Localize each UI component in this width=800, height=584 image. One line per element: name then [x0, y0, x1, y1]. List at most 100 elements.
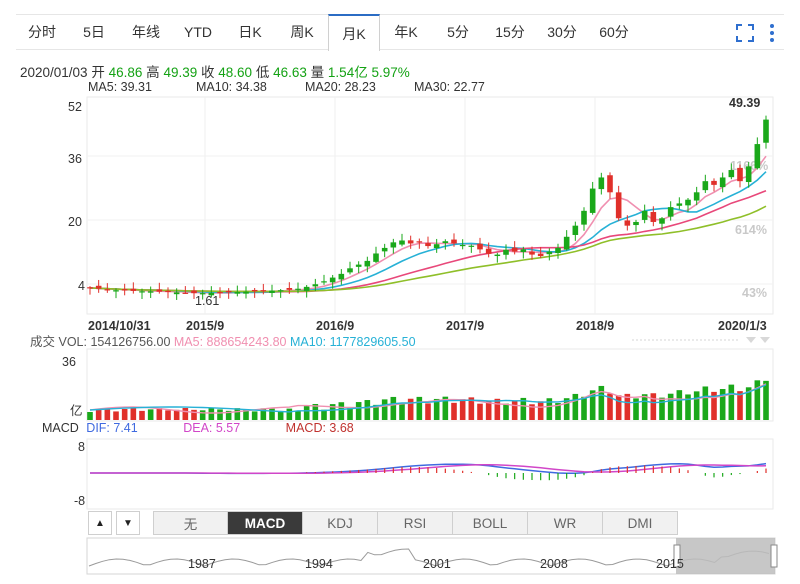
candle-body	[563, 236, 570, 250]
navigator-handle-left[interactable]	[673, 544, 681, 568]
volume-bar	[407, 398, 414, 420]
candle-body	[87, 287, 93, 289]
volume-bar	[364, 400, 371, 420]
volume-bar	[251, 411, 258, 420]
candle-body	[633, 221, 639, 226]
volume-bar	[113, 411, 119, 420]
volume-bar	[295, 411, 301, 420]
scroll-up-button[interactable]: ▲	[88, 511, 112, 535]
navigator[interactable]	[86, 537, 776, 575]
candle-body	[555, 247, 561, 254]
volume-legend: 成交 VOL: 154126756.00 MA5: 888654243.80 M…	[30, 331, 416, 350]
macd-title: MACD	[42, 421, 79, 435]
volume-bar	[139, 410, 145, 420]
candle-body	[503, 249, 509, 255]
macd-axis-bottom: -8	[74, 494, 85, 508]
volume-bar	[667, 393, 674, 420]
candle-body	[95, 285, 102, 289]
volume-bar	[87, 412, 93, 420]
candle-body	[719, 177, 726, 188]
volume-bar	[494, 398, 501, 420]
candle-body	[364, 260, 371, 267]
candle-body	[650, 211, 657, 222]
indicator-tab[interactable]: KDJ	[303, 511, 378, 535]
tab-period[interactable]: 年K	[394, 24, 418, 40]
high-label: 高	[146, 65, 160, 80]
candle-body	[399, 240, 405, 245]
volume-bar	[546, 398, 553, 420]
navigator-year: 2008	[540, 557, 568, 571]
scroll-down-button[interactable]: ▼	[116, 511, 140, 535]
indicator-tab[interactable]: RSI	[378, 511, 453, 535]
volume-bar	[589, 390, 596, 420]
open-value: 46.86	[108, 65, 143, 80]
candle-body	[711, 180, 717, 185]
candle-body	[667, 207, 674, 217]
volume-bar	[347, 407, 353, 420]
navigator-window[interactable]	[676, 538, 775, 574]
candle-body	[217, 291, 223, 294]
indicator-tab[interactable]: DMI	[603, 511, 678, 535]
tab-period[interactable]: 5日	[83, 24, 105, 40]
tab-period[interactable]: 30分	[547, 24, 577, 40]
navigator-year: 2015	[656, 557, 684, 571]
volume-bar	[598, 385, 605, 420]
collapse-arrow-icon[interactable]	[760, 337, 770, 343]
candle-body	[373, 253, 379, 262]
volume-bar	[555, 403, 561, 420]
volume-bar	[425, 403, 431, 420]
low-label: 低	[255, 65, 270, 80]
navigator-handle-right[interactable]	[770, 544, 778, 568]
volume-bar	[537, 401, 544, 420]
last-price-label: 49.39	[729, 96, 760, 110]
tab-period[interactable]: 5分	[447, 24, 469, 40]
candle-body	[728, 170, 735, 178]
ma-line	[89, 155, 767, 294]
candle-body	[763, 119, 769, 143]
more-vertical-icon[interactable]	[770, 24, 774, 42]
ma30-legend: MA30: 22.77	[414, 80, 485, 94]
ma5-legend: MA5: 39.31	[88, 80, 152, 94]
candle-body	[589, 188, 596, 213]
candle-body	[529, 251, 535, 255]
indicator-tab[interactable]: MACD	[228, 511, 303, 535]
volume-bar	[451, 402, 457, 420]
tab-period[interactable]: 日K	[238, 24, 262, 40]
candle-body	[312, 284, 319, 287]
candle-body	[494, 254, 501, 257]
high-value: 49.39	[163, 65, 198, 80]
volume-bar	[381, 399, 388, 420]
candle-body	[260, 290, 267, 292]
volume-value: VOL: 154126756.00	[58, 335, 171, 349]
tab-period[interactable]: 年线	[132, 24, 160, 40]
volume-bar	[312, 403, 319, 420]
low-value: 46.63	[273, 65, 307, 80]
tab-period[interactable]: 月K	[328, 14, 380, 51]
tab-period[interactable]: 分时	[28, 24, 56, 40]
indicator-tab[interactable]: BOLL	[453, 511, 528, 535]
chart-tools	[736, 15, 774, 51]
fullscreen-icon[interactable]	[736, 24, 754, 42]
candle-body	[407, 240, 414, 244]
volume-bar	[225, 410, 232, 420]
volume-bar	[373, 404, 379, 420]
tab-period[interactable]: 15分	[495, 24, 525, 40]
indicator-tab[interactable]: WR	[528, 511, 603, 535]
tab-period[interactable]: 周K	[290, 24, 314, 40]
tab-period[interactable]: YTD	[184, 24, 212, 40]
macd-dif: DIF: 7.41	[86, 421, 138, 435]
price-axis-label: 4	[78, 279, 85, 293]
volume-bar	[269, 408, 275, 420]
change-pct: 5.97%	[371, 65, 410, 80]
pct-label: 614%	[735, 223, 767, 237]
indicator-tabs: 无 MACD KDJ RSI BOLL WR DMI	[153, 511, 678, 535]
candle-body	[147, 291, 154, 293]
close-value: 48.60	[218, 65, 253, 80]
candle-body	[693, 192, 700, 201]
tab-period[interactable]: 60分	[599, 24, 629, 40]
indicator-tab[interactable]: 无	[153, 511, 228, 535]
volume-bar	[104, 408, 111, 420]
collapse-arrow-icon[interactable]	[746, 337, 756, 343]
volume-bar	[286, 408, 293, 420]
